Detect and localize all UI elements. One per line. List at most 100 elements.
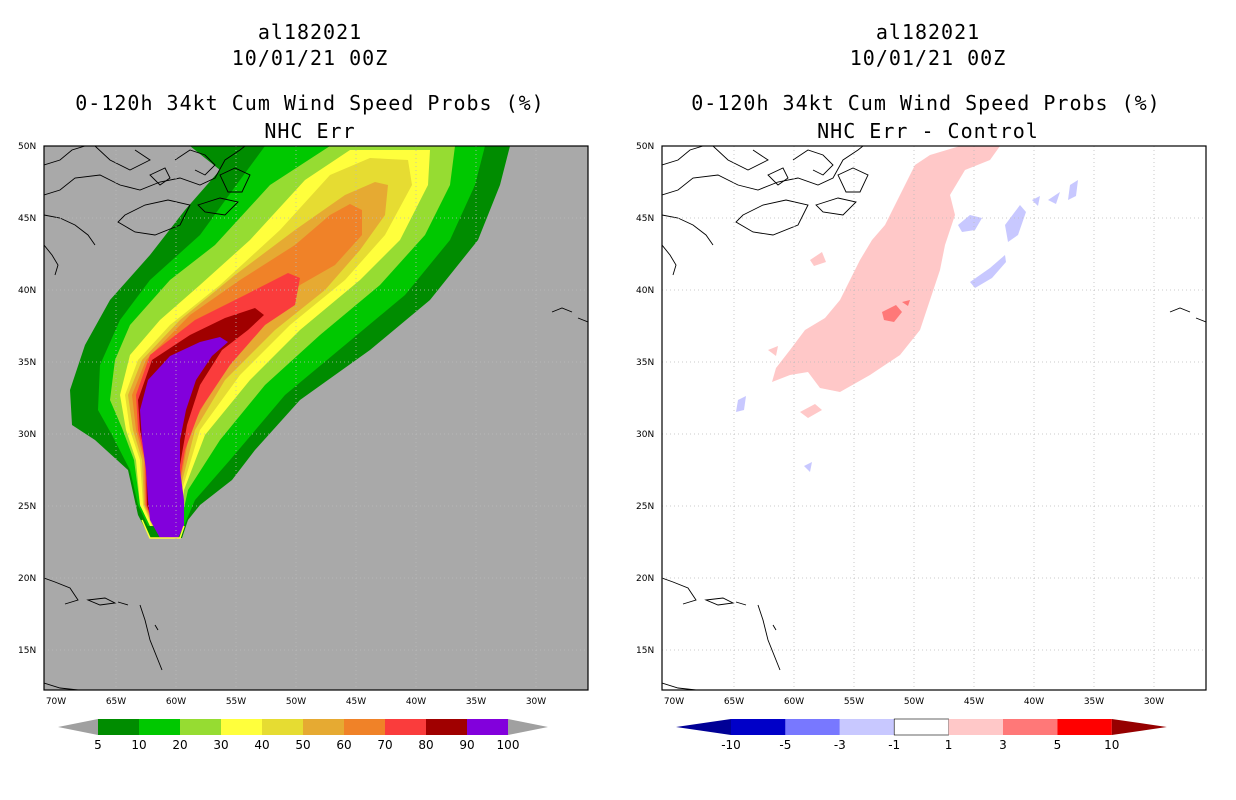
diff-negative-1to3 (970, 255, 1006, 288)
lon-label: 45W (346, 697, 366, 707)
diff-negative-1to3 (1068, 180, 1078, 200)
colorbar-swatch (467, 719, 508, 735)
lon-label: 70W (664, 697, 684, 707)
lat-label: 35N (18, 358, 36, 368)
lon-label: 55W (226, 697, 246, 707)
colorbar-label: -5 (779, 738, 791, 752)
band-outline (141, 519, 185, 539)
colorbar-label: 90 (459, 738, 474, 752)
colorbar-label: 100 (497, 738, 520, 752)
diff-positive-1to3 (772, 146, 1000, 392)
diff-positive-3to5 (902, 300, 910, 306)
lat-label: 35N (636, 358, 654, 368)
lon-label: 50W (904, 697, 924, 707)
diff-positive-1to3 (860, 318, 888, 335)
lat-label: 45N (636, 214, 654, 224)
left-map (44, 146, 588, 690)
lon-label: 45W (964, 697, 984, 707)
lat-label: 30N (18, 430, 36, 440)
colorbar-label: 60 (336, 738, 351, 752)
diff-negative-1to3 (804, 462, 812, 472)
lon-label: 60W (166, 697, 186, 707)
colorbar-swatch (344, 719, 385, 735)
colorbar-label: 10 (1104, 738, 1119, 752)
right-title-product: 0-120h 34kt Cum Wind Speed Probs (%) (691, 91, 1161, 115)
lon-label: 65W (106, 697, 126, 707)
lon-label: 35W (1084, 697, 1104, 707)
colorbar-swatch (385, 719, 426, 735)
colorbar-high-arrow (1111, 719, 1167, 735)
colorbar-swatch (180, 719, 221, 735)
right-map-frame (661, 145, 1207, 691)
right-grid (662, 146, 1206, 690)
lon-label: 35W (466, 697, 486, 707)
lon-label: 60W (784, 697, 804, 707)
colorbar-swatch (303, 719, 344, 735)
left-title-subtitle: NHC Err (264, 119, 356, 143)
right-title-subtitle: NHC Err - Control (817, 119, 1039, 143)
colorbar-label: 10 (131, 738, 146, 752)
left-lat-labels: 50N 45N 40N 35N 30N 25N 20N 15N (18, 142, 36, 656)
colorbar-label: -3 (834, 738, 846, 752)
colorbar-swatch (839, 719, 895, 735)
colorbar-label: -1 (888, 738, 900, 752)
left-grid (44, 146, 588, 690)
lat-label: 40N (636, 286, 654, 296)
colorbar-swatch (1057, 719, 1112, 735)
lat-label: 45N (18, 214, 36, 224)
colorbar-label: 80 (418, 738, 433, 752)
lat-label: 50N (18, 142, 36, 152)
lon-label: 30W (1144, 697, 1164, 707)
diff-positive-3to5 (882, 305, 902, 322)
left-title-date: 10/01/21 00Z (231, 46, 389, 70)
right-title-date: 10/01/21 00Z (849, 46, 1007, 70)
colorbar-label: 70 (377, 738, 392, 752)
left-colorbar: 5 10 20 30 40 50 60 70 80 90 100 (58, 719, 548, 752)
left-title-product: 0-120h 34kt Cum Wind Speed Probs (%) (75, 91, 545, 115)
diff-positive-1to3 (768, 346, 778, 356)
right-colorbar: -10 -5 -3 -1 1 3 5 10 (676, 718, 1167, 752)
colorbar-high-arrow (508, 719, 548, 735)
band-90 (140, 337, 228, 538)
lat-label: 30N (636, 430, 654, 440)
colorbar-label: 40 (254, 738, 269, 752)
diff-negative-1to3 (1005, 205, 1026, 242)
right-map (662, 146, 1206, 690)
lat-label: 15N (18, 646, 36, 656)
colorbar-swatch (221, 719, 262, 735)
colorbar-swatch (98, 719, 139, 735)
diff-positive-1to3 (800, 404, 822, 418)
lon-label: 40W (406, 697, 426, 707)
diff-negative-1to3 (1048, 192, 1060, 204)
lon-label: 65W (724, 697, 744, 707)
lon-label: 40W (1024, 697, 1044, 707)
left-coastlines (44, 146, 588, 690)
colorbar-swatch (139, 719, 180, 735)
colorbar-label: 5 (94, 738, 102, 752)
colorbar-low-arrow (676, 719, 731, 735)
left-title-storm-id: al182021 (257, 20, 363, 44)
diff-negative-1to3 (1032, 196, 1040, 206)
colorbar-swatch (948, 719, 1003, 735)
colorbar-label: 5 (1054, 738, 1062, 752)
lon-label: 30W (526, 697, 546, 707)
colorbar-swatch (731, 719, 786, 735)
colorbar-swatch (1003, 719, 1058, 735)
right-title-storm-id: al182021 (875, 20, 981, 44)
lat-label: 25N (18, 502, 36, 512)
colorbar-low-arrow (58, 719, 98, 735)
colorbar-swatch (893, 718, 949, 736)
left-lon-labels: 70W 65W 60W 55W 50W 45W 40W 35W 30W (46, 697, 546, 707)
right-lat-labels: 50N 45N 40N 35N 30N 25N 20N 15N (636, 142, 654, 656)
diff-positive-1to3 (810, 252, 826, 266)
diff-negative-1to3 (736, 396, 746, 412)
right-coastlines (662, 146, 1206, 690)
colorbar-label: 30 (213, 738, 228, 752)
lat-label: 20N (636, 574, 654, 584)
lat-label: 20N (18, 574, 36, 584)
lat-label: 50N (636, 142, 654, 152)
lat-label: 15N (636, 646, 654, 656)
lon-label: 55W (844, 697, 864, 707)
colorbar-swatch (426, 719, 467, 735)
